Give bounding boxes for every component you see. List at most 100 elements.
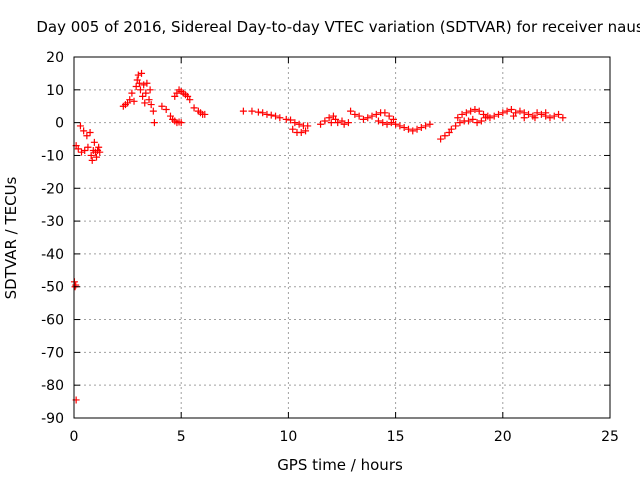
y-tick-label: -10 [41, 148, 64, 164]
data-point [267, 111, 275, 119]
data-point [259, 109, 267, 117]
data-point [287, 116, 295, 124]
data-point [135, 79, 143, 87]
data-point [475, 107, 483, 115]
data-point [128, 89, 136, 97]
data-point [404, 125, 412, 133]
data-point [327, 119, 335, 127]
data-point [147, 101, 155, 109]
data-point [464, 117, 472, 125]
data-point [559, 114, 567, 122]
data-point [325, 114, 333, 122]
data-point [295, 120, 303, 128]
data-point [186, 96, 194, 104]
data-point [495, 110, 503, 118]
y-tick-label: -80 [41, 378, 64, 394]
data-point [340, 120, 348, 128]
data-point [276, 114, 284, 122]
data-point [426, 120, 434, 128]
data-point [387, 119, 395, 127]
data-point [467, 107, 475, 115]
data-point [126, 96, 134, 104]
data-point [140, 81, 148, 89]
x-tick-label: 10 [279, 429, 297, 445]
data-point [374, 117, 382, 125]
data-point [72, 281, 80, 289]
data-point [142, 89, 150, 97]
y-tick-label: 10 [46, 83, 64, 99]
data-point [456, 119, 464, 127]
data-point [471, 106, 479, 114]
data-point [83, 132, 91, 140]
data-point [76, 122, 84, 130]
data-point [84, 143, 92, 151]
data-point [364, 114, 372, 122]
data-point [516, 107, 524, 115]
data-point [130, 97, 138, 105]
data-point [74, 145, 82, 153]
data-point [452, 122, 460, 130]
y-tick-label: -70 [41, 345, 64, 361]
y-axis-label: SDTVAR / TECUs [2, 176, 20, 299]
data-point [417, 124, 425, 132]
data-point [372, 110, 380, 118]
data-point [145, 96, 153, 104]
data-point [239, 107, 247, 115]
data-point [347, 107, 355, 115]
data-point [507, 106, 515, 114]
data-point [87, 151, 95, 159]
data-point [146, 86, 154, 94]
y-tick-label: -40 [41, 247, 64, 263]
data-point [359, 115, 367, 123]
data-point [368, 112, 376, 120]
grid-layer [74, 57, 610, 418]
data-point [520, 114, 528, 122]
data-point [282, 115, 290, 123]
data-point [503, 107, 511, 115]
data-point [134, 71, 142, 79]
data-point [392, 120, 400, 128]
data-point [542, 109, 550, 117]
data-point [555, 110, 563, 118]
data-point [132, 83, 140, 91]
data-point [190, 104, 198, 112]
data-point [546, 114, 554, 122]
data-point [469, 115, 477, 123]
data-point [351, 110, 359, 118]
data-point [344, 119, 352, 127]
data-point [81, 147, 89, 155]
data-point [499, 109, 507, 117]
data-point [490, 112, 498, 120]
data-point [88, 156, 96, 164]
data-point [80, 127, 88, 135]
data-point [422, 122, 430, 130]
data-point [291, 119, 299, 127]
data-point [96, 148, 104, 156]
data-point [550, 112, 558, 120]
data-point [93, 153, 101, 161]
data-point [458, 110, 466, 118]
ticks-layer [73, 56, 611, 419]
data-point [289, 125, 297, 133]
data-point [441, 132, 449, 140]
x-tick-label: 15 [387, 429, 405, 445]
tick-labels-layer: 20 10 0 -10 -20 -30 -40 -50 -60 -70 -80 -90 0 5 10 15 20… [41, 50, 619, 445]
data-point [383, 120, 391, 128]
data-point [138, 69, 146, 77]
data-point [473, 119, 481, 127]
y-tick-label: 0 [55, 116, 64, 132]
data-point [317, 120, 325, 128]
y-tick-label: -60 [41, 313, 64, 329]
data-point [177, 119, 185, 127]
data-point [486, 114, 494, 122]
data-point [533, 109, 541, 117]
data-point [95, 143, 103, 151]
data-point [248, 107, 256, 115]
data-points-layer [70, 69, 567, 404]
data-point [201, 110, 209, 118]
y-tick-label: -20 [41, 181, 64, 197]
data-point [141, 99, 149, 107]
data-point [86, 128, 94, 136]
data-point [302, 127, 310, 135]
